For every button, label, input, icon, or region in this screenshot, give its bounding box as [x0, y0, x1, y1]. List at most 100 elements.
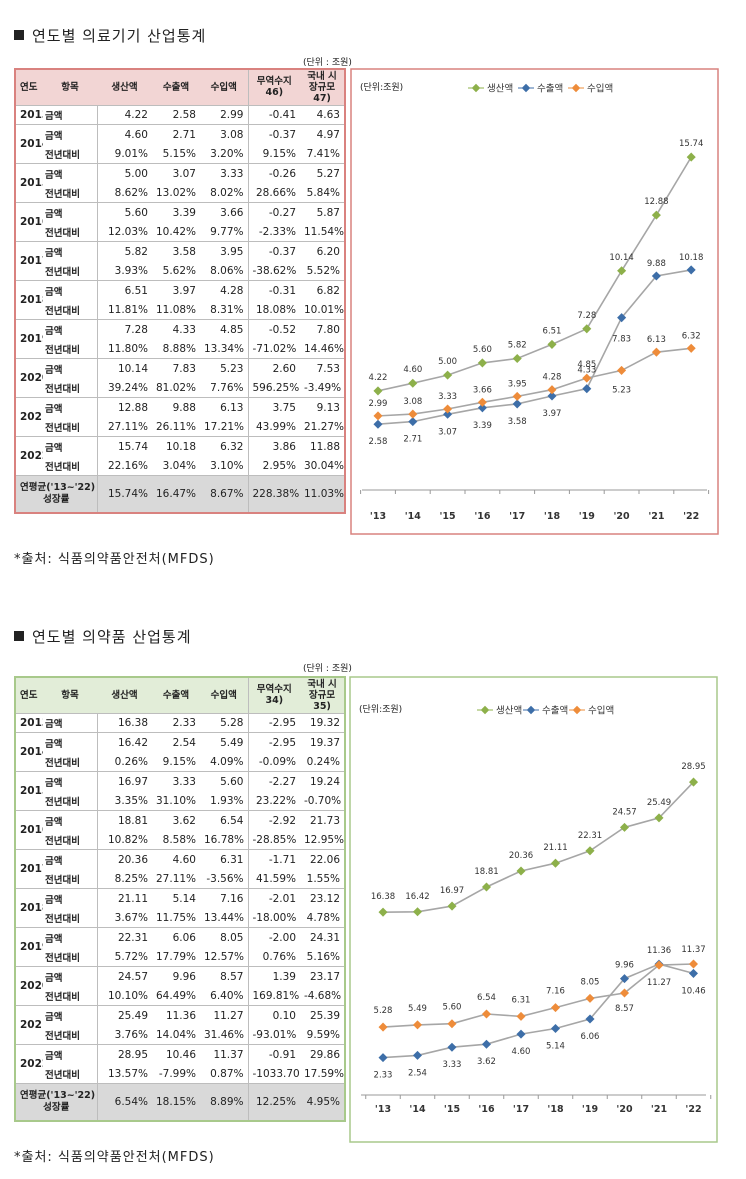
value-cell: 24.57 [97, 966, 152, 986]
x-tick-label: '13 [370, 511, 386, 522]
value-cell: 9.59% [306, 1028, 340, 1041]
header-col: 무역수지 34) [256, 684, 292, 707]
value-cell: 8.62% [114, 186, 148, 199]
x-tick-label: '17 [513, 1104, 529, 1115]
year-cell: 2013 [15, 712, 43, 733]
value-cell: 4.60 [152, 849, 200, 869]
data-label: 3.58 [508, 417, 527, 427]
section-title-text: 연도별 의약품 산업통계 [32, 628, 192, 646]
value-cell: 11.27 [200, 1005, 249, 1025]
value-cell: -38.62% [252, 264, 297, 277]
data-point [585, 1014, 595, 1024]
value-cell: 22.16% [107, 459, 148, 472]
row-label: 전년대비 [43, 947, 98, 967]
row-label: 금액 [43, 163, 98, 183]
square-bullet-icon [14, 631, 24, 641]
table-row: 전년대비 11.81% 11.08% 8.31% 18.08% 10.01% [15, 300, 345, 320]
chart-frame [349, 676, 718, 1143]
data-point [413, 907, 423, 917]
data-label: 10.18 [679, 253, 703, 263]
value-cell: 5.49 [200, 732, 249, 752]
value-cell: 3.76% [114, 1028, 148, 1041]
line-chart: (단위:조원) 생산액 수출액 수입액 '13 '14 '15 '16 '17 '18 '19 '20… [349, 676, 718, 1143]
value-cell: -2.27 [248, 771, 300, 791]
value-cell: 5.87 [300, 202, 345, 222]
section-title: 연도별 의료기기 산업통계 [14, 25, 206, 46]
value-cell: -0.09% [258, 755, 296, 768]
value-cell: 3.93% [114, 264, 148, 277]
value-cell: 11.81% [107, 303, 148, 316]
data-label: 15.74 [679, 139, 703, 149]
value-cell: 2.95% [262, 459, 296, 472]
avg-label-line: 성장률 [43, 1101, 70, 1113]
value-cell: 28.95 [97, 1044, 152, 1064]
value-cell: -1033.70% [252, 1067, 301, 1080]
data-point [547, 339, 557, 349]
value-cell: 43.99% [255, 420, 296, 433]
year-cell: 2021 [15, 397, 43, 437]
value-cell: 12.57% [200, 947, 249, 967]
table-row: 전년대비 10.10% 64.49% 6.40% 169.81% -4.68% [15, 986, 345, 1006]
value-cell: -2.95 [248, 732, 300, 752]
row-label: 전년대비 [43, 456, 98, 476]
value-cell: 3.07 [152, 163, 200, 183]
source-note: *출처: 식품의약품안전처(MFDS) [14, 552, 215, 567]
value-cell: 7.28 [97, 319, 152, 339]
table-row: 전년대비 10.82% 8.58% 16.78% -28.85% 12.95% [15, 830, 345, 850]
data-label: 10.46 [681, 986, 705, 996]
value-cell: 5.15% [162, 147, 196, 160]
value-cell: 10.10% [107, 989, 148, 1002]
x-tick-label: '15 [440, 511, 456, 522]
value-cell: 4.33 [152, 319, 200, 339]
value-cell: 15.74 [97, 436, 152, 456]
data-label: 6.31 [512, 995, 531, 1005]
value-cell: 8.25% [114, 872, 148, 885]
value-cell: 2.58 [152, 104, 200, 125]
row-label: 금액 [43, 732, 98, 752]
table-row: 2017금액5.823.583.95-0.376.20 [15, 241, 345, 281]
data-label: 22.31 [578, 831, 602, 841]
value-cell: 2.60 [248, 358, 300, 378]
value-cell: 21.27% [304, 420, 345, 433]
value-cell: 3.95 [200, 241, 249, 261]
unit-label: (단위 : 조원) [303, 664, 352, 674]
year-cell: 2016 [15, 810, 43, 850]
value-cell: 3.62 [152, 810, 200, 830]
year-cell: 2020 [15, 358, 43, 398]
row-label: 금액 [43, 771, 98, 791]
legend-entry: 생산액 [468, 83, 513, 95]
value-cell: 4.60 [97, 124, 152, 144]
source-note: *출처: 식품의약품안전처(MFDS) [14, 1150, 215, 1165]
data-point [477, 403, 487, 413]
row-label: 전년대비 [43, 791, 98, 811]
series-line [377, 156, 692, 392]
data-label: 16.42 [405, 892, 429, 902]
row-label: 전년대비 [43, 1064, 98, 1084]
data-label: 11.36 [647, 946, 671, 956]
data-point [477, 397, 487, 407]
year-cell: 2018 [15, 280, 43, 320]
table-row: 전년대비 27.11% 26.11% 17.21% 43.99% 21.27% [15, 417, 345, 437]
value-cell: 3.33 [200, 163, 249, 183]
value-cell: 9.96 [152, 966, 200, 986]
year-cell: 2020 [15, 966, 43, 1006]
data-label: 4.60 [403, 365, 422, 375]
value-cell: 17.79% [156, 950, 197, 963]
value-cell: 26.11% [156, 420, 197, 433]
x-tick-label: '22 [685, 1104, 701, 1115]
data-label: 28.95 [681, 762, 705, 772]
value-cell: 13.02% [156, 186, 197, 199]
value-cell: 22.31 [97, 927, 152, 947]
value-cell: 11.36 [152, 1005, 200, 1025]
value-cell: 3.10% [200, 456, 249, 476]
value-cell: 16.42 [97, 732, 152, 752]
value-cell: 11.54% [304, 225, 345, 238]
value-cell: -0.41 [248, 104, 300, 125]
value-cell: 21.11 [97, 888, 152, 908]
